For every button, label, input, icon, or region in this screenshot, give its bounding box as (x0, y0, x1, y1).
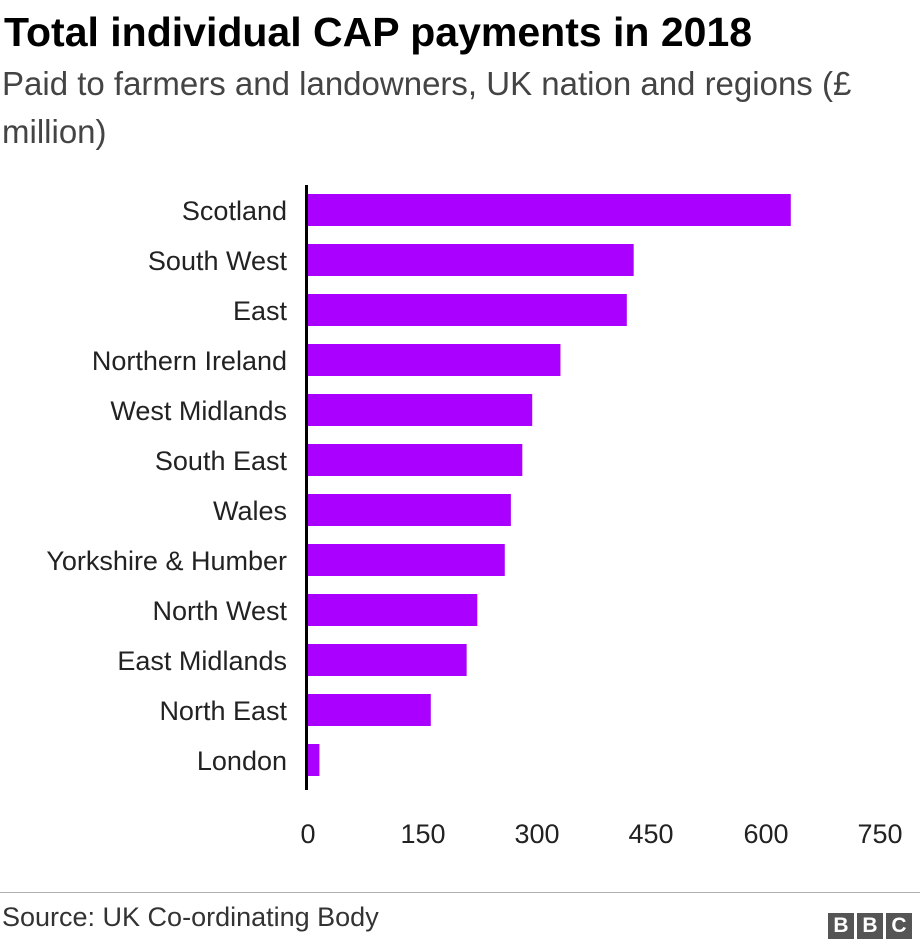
bar-7 (308, 494, 511, 526)
bar-chart: Scotland South West East Northern Ireland We… (46, 185, 903, 849)
category-label: North West (152, 596, 287, 626)
bar-1 (308, 194, 791, 226)
x-tick-label: 300 (514, 819, 559, 849)
x-tick-label: 450 (628, 819, 673, 849)
category-label: West Midlands (110, 396, 287, 426)
bbc-logo-letter-1: B (828, 913, 854, 939)
chart-subtitle: Paid to farmers and landowners, UK natio… (2, 65, 852, 150)
category-label: Yorkshire & Humber (46, 546, 287, 576)
category-label: East (233, 296, 288, 326)
bbc-logo-letter-3: C (886, 913, 912, 939)
bar-4 (308, 344, 561, 376)
bar-6 (308, 444, 523, 476)
category-label: South West (148, 246, 288, 276)
bbc-logo: B B C (828, 913, 912, 939)
x-tick-label: 600 (743, 819, 788, 849)
category-label: South East (155, 446, 288, 476)
category-label: North East (159, 696, 287, 726)
bar-5 (308, 394, 533, 426)
x-tick-label: 750 (857, 819, 902, 849)
bar-11 (308, 694, 431, 726)
category-label: East Midlands (117, 646, 287, 676)
x-tick-label: 150 (400, 819, 445, 849)
category-label: London (197, 746, 287, 776)
chart-title: Total individual CAP payments in 2018 (4, 9, 753, 55)
bar-12 (308, 744, 320, 776)
x-tick-label: 0 (300, 819, 315, 849)
bbc-logo-letter-2: B (857, 913, 883, 939)
footer-divider (0, 892, 920, 893)
category-label: Wales (213, 496, 287, 526)
category-label: Northern Ireland (92, 346, 287, 376)
category-label: Scotland (182, 196, 287, 226)
bar-10 (308, 644, 467, 676)
source-note: Source: UK Co-ordinating Body (2, 902, 379, 932)
bar-3 (308, 294, 627, 326)
bar-2 (308, 244, 634, 276)
bar-9 (308, 594, 478, 626)
bar-8 (308, 544, 505, 576)
